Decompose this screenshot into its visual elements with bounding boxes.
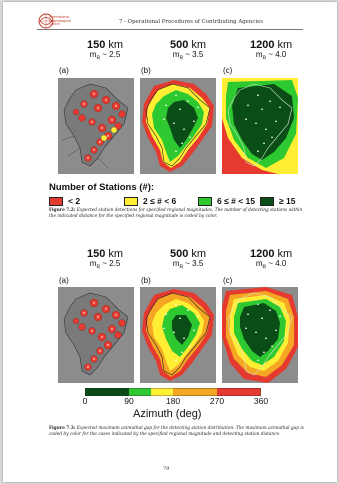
panel-c-heading: 1200 km mR ~ 4.0 [250, 39, 292, 62]
magnitude-symbol: m [172, 259, 180, 268]
panel-b-label: (b) [141, 276, 151, 285]
distance-unit: km [108, 248, 124, 260]
legend-swatch-darkgreen [260, 196, 274, 206]
magnitude-value: ~ 2.5 [100, 259, 121, 268]
distance-unit: km [277, 248, 293, 260]
magnitude-symbol: m [255, 50, 263, 59]
figure-caption: Figure 7.2: Expected station detections … [49, 208, 305, 219]
caption-label: Figure 7.3: [49, 426, 76, 431]
distance-value: 1200 [250, 248, 275, 260]
panel-c-label: (c) [223, 276, 233, 285]
colorbar-tick: 90 [124, 396, 134, 406]
legend-label: 6 ≤ # < 15 [217, 196, 255, 206]
distance-unit: km [277, 39, 293, 51]
panel-c-heading: 1200 km mR ~ 4.0 [250, 248, 292, 271]
legend-item-lt2: < 2 [49, 196, 80, 206]
magnitude-symbol: m [89, 259, 97, 268]
distance-unit: km [108, 39, 124, 51]
gap-map-150km [58, 287, 134, 383]
magnitude-subscript: R [179, 55, 184, 62]
magnitude-subscript: R [96, 55, 101, 62]
colorbar-segment [173, 388, 217, 396]
legend-item-6to15: 6 ≤ # < 15 [198, 196, 255, 206]
running-header-title: 7 - Operational Procedures of Contributi… [119, 19, 264, 25]
magnitude-value: ~ 4.0 [266, 259, 287, 268]
colorbar-tick: 360 [253, 396, 269, 406]
distance-unit: km [191, 248, 207, 260]
colorbar-label: Azimuth (deg) [133, 408, 202, 420]
detection-map-1200km [222, 78, 298, 174]
magnitude-subscript: R [262, 55, 267, 62]
distance-value: 150 [87, 248, 106, 260]
panel-b-label: (b) [141, 66, 151, 75]
panel-c-label: (c) [223, 66, 233, 75]
caption-text: Expected maximum azimuthal gap for the d… [49, 426, 304, 437]
isc-logo-icon [38, 13, 54, 29]
legend-label: ≥ 15 [279, 196, 296, 206]
panel-a-heading: 150 km mR ~ 2.5 [87, 248, 123, 271]
distance-unit: km [191, 39, 207, 51]
document-page: International Seismological Centre 7 - O… [3, 2, 337, 482]
colorbar-tick: 180 [165, 396, 181, 406]
magnitude-subscript: R [262, 264, 267, 271]
caption-text: Expected station detections for specifie… [49, 208, 303, 219]
distance-value: 150 [87, 39, 106, 51]
panel-a-label: (a) [59, 276, 69, 285]
magnitude-symbol: m [89, 50, 97, 59]
colorbar-segment [217, 388, 261, 396]
magnitude-subscript: R [96, 264, 101, 271]
colorbar-segment [151, 388, 173, 396]
panel-a-label: (a) [59, 66, 69, 75]
magnitude-value: ~ 3.5 [183, 259, 204, 268]
magnitude-value: ~ 4.0 [266, 50, 287, 59]
detection-map-150km [58, 78, 134, 174]
distance-value: 500 [170, 39, 189, 51]
header-org-name: International Seismological Centre [49, 15, 71, 27]
figure-caption: Figure 7.3: Expected maximum azimuthal g… [49, 426, 305, 437]
legend-swatch-yellow [124, 196, 138, 206]
colorbar-tick: 270 [209, 396, 225, 406]
legend-title: Number of Stations (#): [49, 182, 155, 193]
magnitude-symbol: m [255, 259, 263, 268]
gap-map-500km [140, 287, 216, 383]
header-rule [37, 29, 303, 30]
legend-swatch-red [49, 196, 63, 206]
page-number: 79 [163, 466, 170, 472]
legend-item-2to6: 2 ≤ # < 6 [124, 196, 176, 206]
detection-map-500km [140, 78, 216, 174]
magnitude-value: ~ 2.5 [100, 50, 121, 59]
legend-item-ge15: ≥ 15 [260, 196, 295, 206]
gap-map-1200km [222, 287, 298, 383]
org-line: Seismological [49, 18, 71, 23]
colorbar-tick: 0 [82, 396, 88, 406]
colorbar-segment [85, 388, 129, 396]
magnitude-subscript: R [179, 264, 184, 271]
org-line: International [49, 15, 70, 19]
colorbar-segment [129, 388, 151, 396]
panel-b-heading: 500 km mR ~ 3.5 [170, 39, 206, 62]
azimuth-colorbar [85, 388, 261, 396]
panel-a-heading: 150 km mR ~ 2.5 [87, 39, 123, 62]
distance-value: 500 [170, 248, 189, 260]
org-line: Centre [49, 22, 60, 27]
magnitude-symbol: m [172, 50, 180, 59]
legend-label: 2 ≤ # < 6 [143, 196, 177, 206]
legend-label: < 2 [68, 196, 81, 206]
legend-swatch-green [198, 196, 212, 206]
panel-b-heading: 500 km mR ~ 3.5 [170, 248, 206, 271]
magnitude-value: ~ 3.5 [183, 50, 204, 59]
caption-label: Figure 7.2: [49, 208, 76, 213]
distance-value: 1200 [250, 39, 275, 51]
